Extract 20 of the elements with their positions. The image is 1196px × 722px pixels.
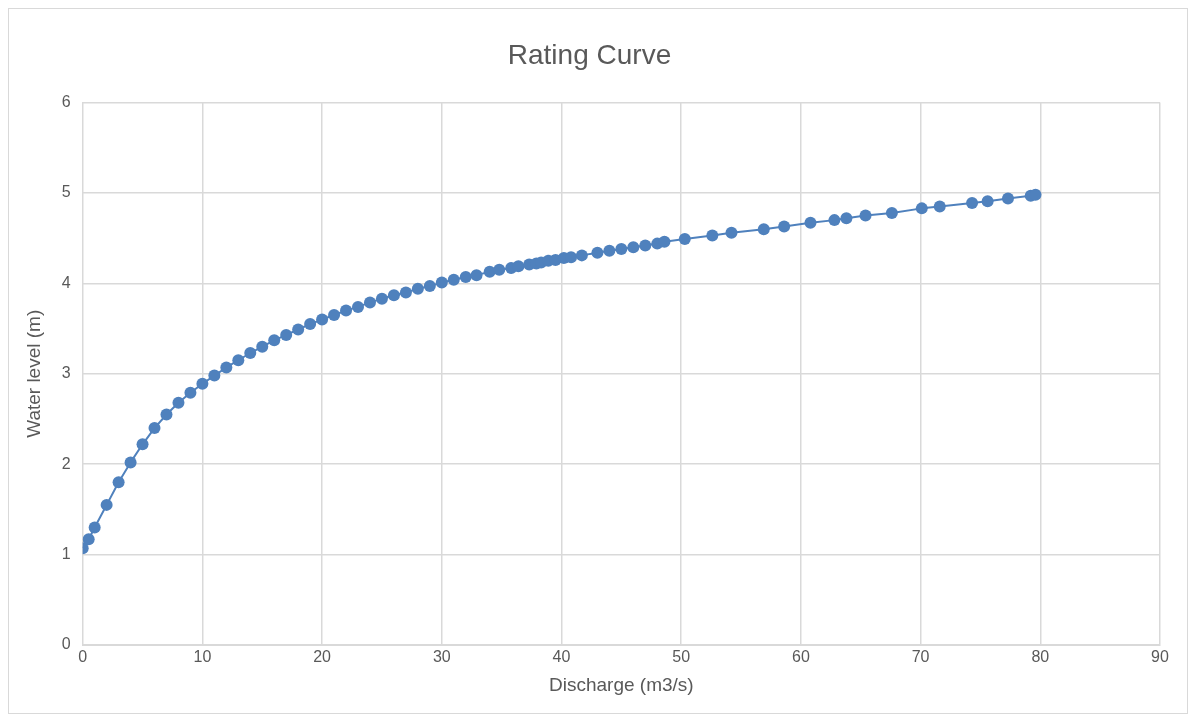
x-tick-label: 10 <box>193 648 212 666</box>
y-tick-label: 3 <box>61 364 71 382</box>
y-tick-label: 1 <box>61 545 71 563</box>
x-tick-label: 40 <box>552 648 571 666</box>
y-tick-label: 5 <box>61 183 71 201</box>
chart-title: Rating Curve <box>507 38 672 70</box>
x-tick-label: 70 <box>911 648 930 666</box>
y-axis-title: Water level (m) <box>22 309 44 438</box>
x-tick-label: 30 <box>432 648 451 666</box>
x-tick-label: 60 <box>792 648 810 666</box>
y-tick-label: 0 <box>61 635 71 653</box>
y-tick-label: 4 <box>61 273 71 291</box>
x-axis-title: Discharge (m3/s) <box>549 673 694 695</box>
x-tick-label: 0 <box>78 648 88 666</box>
x-tick-label: 80 <box>1031 648 1050 666</box>
x-tick-label: 20 <box>313 648 332 666</box>
x-tick-label: 50 <box>672 648 691 666</box>
y-tick-label: 2 <box>61 454 71 472</box>
y-tick-label: 6 <box>61 93 71 111</box>
x-tick-label: 90 <box>1151 648 1169 666</box>
